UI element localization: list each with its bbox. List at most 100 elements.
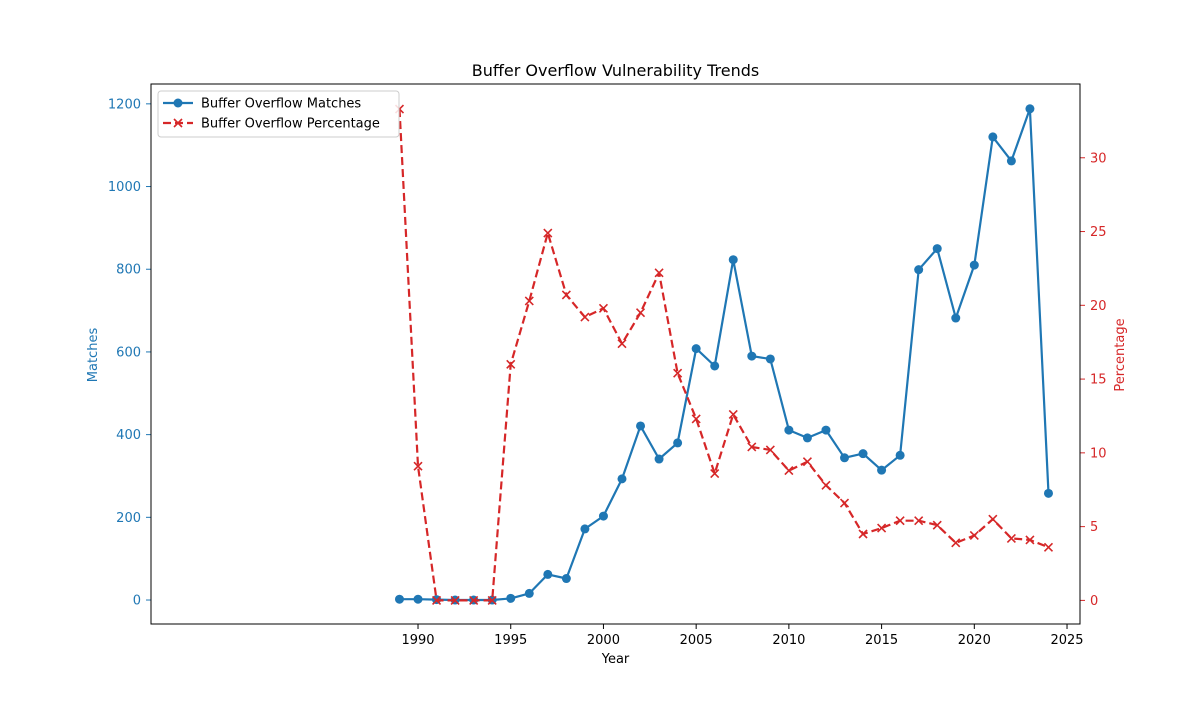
percentage-point	[561, 290, 571, 300]
percentage-point	[654, 268, 664, 278]
percentage-point	[413, 461, 423, 471]
percentage-point	[617, 339, 627, 349]
percentage-point	[784, 465, 794, 476]
percentage-point	[506, 359, 516, 369]
percentage-point	[765, 445, 775, 455]
y-left-tick-label: 1000	[108, 180, 141, 195]
legend-marker-x	[173, 118, 183, 128]
x-tick-label: 2020	[958, 633, 991, 648]
x-tick-label: 2000	[587, 633, 620, 648]
percentage-point	[1025, 535, 1035, 545]
percentage-point	[747, 442, 757, 452]
matches-point	[969, 260, 979, 270]
matches-point	[580, 524, 590, 534]
legend-label: Buffer Overflow Percentage	[201, 117, 380, 132]
matches-point	[654, 454, 664, 464]
percentage-point	[895, 516, 905, 526]
percentage-point	[821, 480, 831, 490]
legend: Buffer Overflow Matches Buffer Overflow P…	[157, 90, 400, 138]
matches-point	[784, 425, 794, 435]
y-left-tick-label: 800	[116, 263, 141, 278]
percentage-point	[598, 303, 609, 313]
matches-point	[858, 449, 868, 459]
matches-point	[747, 351, 757, 361]
y-left-tick-label: 200	[116, 511, 141, 526]
legend-box	[157, 90, 400, 138]
x-tick-label: 1995	[494, 633, 527, 648]
y-left-tick-label: 0	[133, 594, 141, 609]
y-right-axis-label: Percentage	[1113, 318, 1128, 391]
percentage-point	[802, 457, 812, 467]
matches-point	[821, 425, 831, 435]
percentage-point	[951, 538, 961, 548]
matches-point	[710, 361, 720, 371]
matches-point	[524, 588, 534, 598]
percentage-point	[1006, 533, 1016, 543]
y-left-axis-label: Matches	[86, 328, 101, 383]
legend-marker-circle	[173, 98, 183, 108]
matches-point	[840, 453, 850, 463]
matches-point	[506, 593, 516, 603]
x-tick-label: 2010	[772, 633, 805, 648]
y-right-tick-label: 20	[1090, 299, 1107, 314]
percentage-point	[524, 296, 534, 306]
y-right-tick-label: 25	[1090, 225, 1107, 240]
percentage-point	[988, 514, 998, 524]
matches-point	[895, 450, 905, 460]
series-line-percentage	[398, 109, 1049, 602]
x-tick-label: 2015	[865, 633, 898, 648]
matches-point	[636, 421, 646, 431]
matches-point	[691, 344, 701, 354]
matches-point	[728, 255, 738, 265]
percentage-point	[543, 228, 553, 238]
x-tick-label: 1990	[401, 633, 434, 648]
y-right-tick-label: 5	[1090, 520, 1098, 535]
matches-point	[1025, 104, 1035, 114]
y-left-tick-label: 600	[116, 345, 141, 360]
matches-point	[598, 511, 608, 521]
percentage-point	[580, 312, 590, 322]
percentage-point	[914, 516, 924, 526]
matches-point	[877, 465, 887, 475]
x-axis-label: Year	[601, 652, 630, 667]
percentage-point	[839, 498, 850, 508]
matches-point	[1043, 488, 1053, 498]
y-left-tick-label: 400	[116, 428, 141, 443]
percentage-point	[932, 520, 942, 530]
matches-point	[673, 438, 683, 448]
chart-title: Buffer Overflow Vulnerability Trends	[472, 61, 759, 80]
percentage-point	[450, 595, 460, 605]
percentage-point	[691, 414, 701, 424]
matches-point	[765, 354, 775, 364]
percentage-point	[469, 595, 479, 605]
y-left-tick-label: 1200	[108, 97, 141, 112]
matches-point	[1006, 156, 1016, 166]
percentage-point	[858, 529, 868, 539]
matches-point	[617, 474, 627, 484]
series-line-matches	[399, 107, 1050, 602]
percentage-point	[673, 368, 683, 378]
plot-frame	[150, 83, 1081, 625]
percentage-point	[635, 308, 646, 318]
percentage-point	[877, 523, 887, 533]
percentage-point	[728, 409, 738, 420]
x-tick-label: 2005	[680, 633, 713, 648]
plot-area: 1990 1995 2000 2005 2010 2015 2020 202502004006…	[108, 83, 1107, 648]
percentage-point	[431, 595, 442, 605]
y-right-tick-label: 0	[1090, 594, 1098, 609]
percentage-point	[969, 530, 979, 541]
y-right-tick-label: 30	[1090, 151, 1107, 166]
x-tick-label: 2025	[1050, 633, 1083, 648]
matches-point	[561, 574, 571, 584]
matches-point	[951, 313, 961, 323]
matches-point	[413, 594, 423, 604]
y-right-tick-label: 15	[1090, 373, 1107, 388]
matches-point	[914, 265, 924, 275]
matches-point	[988, 132, 998, 142]
matches-point	[543, 569, 553, 579]
percentage-point	[487, 595, 497, 605]
matches-point	[802, 433, 812, 443]
legend-label: Buffer Overflow Matches	[201, 97, 361, 112]
